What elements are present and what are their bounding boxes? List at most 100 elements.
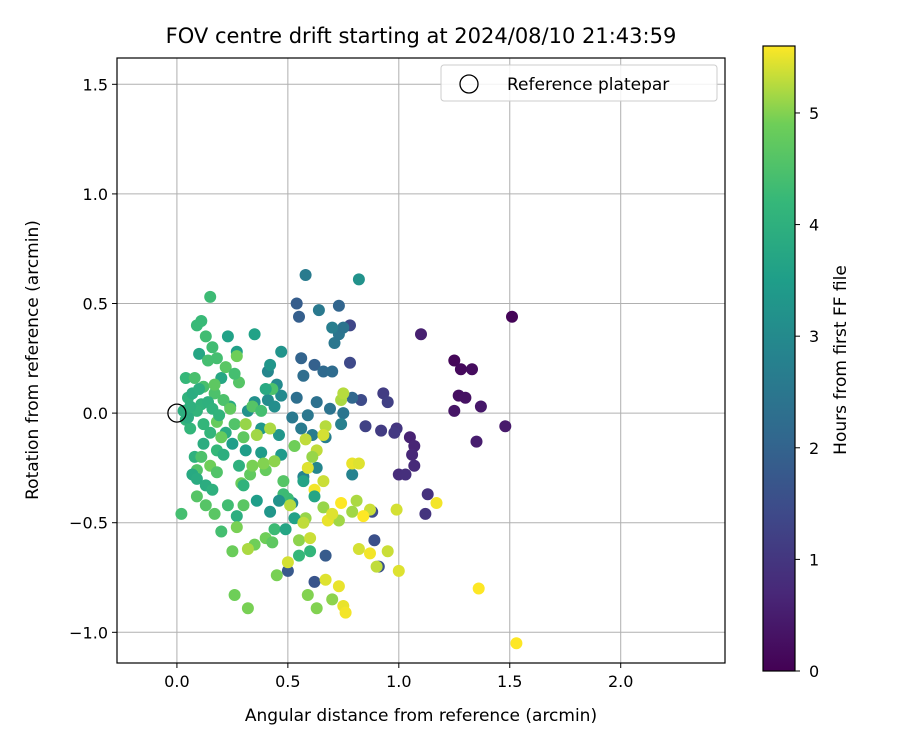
data-point bbox=[470, 435, 483, 448]
data-point bbox=[375, 424, 388, 437]
data-point bbox=[388, 426, 401, 439]
data-point bbox=[332, 580, 345, 593]
colorbar-ticks: 0 1 2 3 4 5 bbox=[795, 104, 819, 681]
data-point bbox=[301, 409, 314, 422]
data-point bbox=[317, 365, 330, 378]
data-point bbox=[299, 269, 312, 281]
data-point bbox=[357, 510, 370, 523]
y-tick-label: −1.0 bbox=[69, 623, 108, 642]
data-point bbox=[466, 363, 478, 376]
data-point bbox=[406, 448, 419, 461]
data-point bbox=[301, 461, 314, 474]
data-point bbox=[506, 310, 518, 323]
data-point bbox=[337, 321, 350, 334]
x-tick-label: 0.0 bbox=[164, 672, 189, 691]
chart-title: FOV centre drift starting at 2024/08/10 … bbox=[166, 24, 677, 48]
legend-marker-reference bbox=[459, 74, 479, 94]
y-tick-label: 1.5 bbox=[83, 75, 108, 94]
legend-label-reference: Reference platepar bbox=[507, 75, 669, 95]
data-point bbox=[317, 429, 330, 441]
data-point bbox=[319, 549, 332, 562]
data-point bbox=[208, 378, 221, 391]
data-point bbox=[352, 457, 365, 470]
data-point bbox=[317, 501, 330, 514]
data-point bbox=[259, 383, 272, 395]
data-point bbox=[266, 536, 279, 549]
data-point bbox=[184, 422, 197, 435]
data-point bbox=[237, 479, 250, 492]
data-point bbox=[399, 468, 412, 481]
legend-box bbox=[440, 64, 718, 102]
data-point bbox=[364, 547, 376, 560]
data-point bbox=[359, 420, 372, 433]
data-point bbox=[312, 304, 325, 317]
colorbar-tick-label: 2 bbox=[809, 439, 819, 458]
data-point bbox=[415, 328, 427, 341]
data-point bbox=[230, 521, 243, 534]
data-point bbox=[230, 350, 243, 363]
data-point bbox=[310, 461, 323, 474]
data-point bbox=[419, 507, 432, 520]
data-point bbox=[226, 545, 239, 558]
data-point bbox=[241, 602, 254, 615]
y-tick-label: −0.5 bbox=[69, 514, 108, 533]
data-point bbox=[430, 497, 443, 509]
data-point bbox=[499, 420, 512, 433]
data-point bbox=[179, 372, 192, 384]
data-point bbox=[268, 400, 281, 413]
data-point bbox=[288, 440, 301, 452]
data-point bbox=[295, 422, 308, 435]
data-point bbox=[335, 497, 348, 509]
data-point bbox=[224, 402, 237, 415]
y-tick-label: 1.0 bbox=[83, 185, 108, 204]
data-point bbox=[215, 525, 228, 538]
y-axis: −1.0 −0.5 0.0 0.5 1.0 1.5 bbox=[69, 75, 117, 642]
data-point bbox=[246, 459, 259, 472]
data-point bbox=[221, 499, 234, 512]
data-point bbox=[308, 490, 321, 503]
data-point bbox=[208, 387, 221, 400]
data-point bbox=[293, 534, 305, 547]
data-point bbox=[308, 575, 321, 588]
data-point bbox=[230, 510, 243, 523]
data-point bbox=[190, 472, 203, 485]
data-point bbox=[301, 589, 314, 601]
data-point bbox=[264, 505, 277, 518]
x-tick-label: 1.5 bbox=[497, 672, 522, 691]
data-point bbox=[204, 426, 217, 439]
data-point bbox=[270, 569, 283, 582]
data-point bbox=[297, 369, 310, 382]
data-point bbox=[310, 602, 323, 615]
data-point bbox=[268, 455, 281, 468]
data-point bbox=[228, 589, 241, 601]
data-point bbox=[326, 507, 339, 520]
data-point bbox=[237, 431, 250, 444]
data-point bbox=[233, 459, 245, 472]
data-point bbox=[310, 396, 323, 409]
data-point bbox=[228, 367, 241, 380]
colorbar-label: Hours from first FF file bbox=[831, 265, 851, 455]
data-point bbox=[344, 356, 356, 369]
data-point bbox=[264, 358, 277, 371]
data-point bbox=[281, 564, 294, 577]
data-points bbox=[167, 269, 523, 650]
colorbar-tick-label: 4 bbox=[809, 216, 819, 235]
data-point bbox=[199, 499, 212, 512]
x-tick-label: 1.0 bbox=[386, 672, 411, 691]
data-point bbox=[217, 448, 230, 461]
data-point bbox=[188, 372, 201, 384]
data-point bbox=[297, 475, 310, 488]
data-point bbox=[293, 310, 305, 323]
data-point bbox=[299, 433, 312, 446]
grid bbox=[117, 58, 725, 663]
data-point bbox=[250, 494, 263, 507]
data-point bbox=[264, 422, 277, 435]
data-point bbox=[335, 418, 348, 431]
data-point bbox=[454, 363, 467, 376]
data-point bbox=[421, 488, 434, 501]
data-point bbox=[248, 328, 261, 341]
data-point bbox=[350, 494, 363, 507]
data-point bbox=[284, 499, 297, 512]
y-tick-label: 0.0 bbox=[83, 404, 108, 423]
